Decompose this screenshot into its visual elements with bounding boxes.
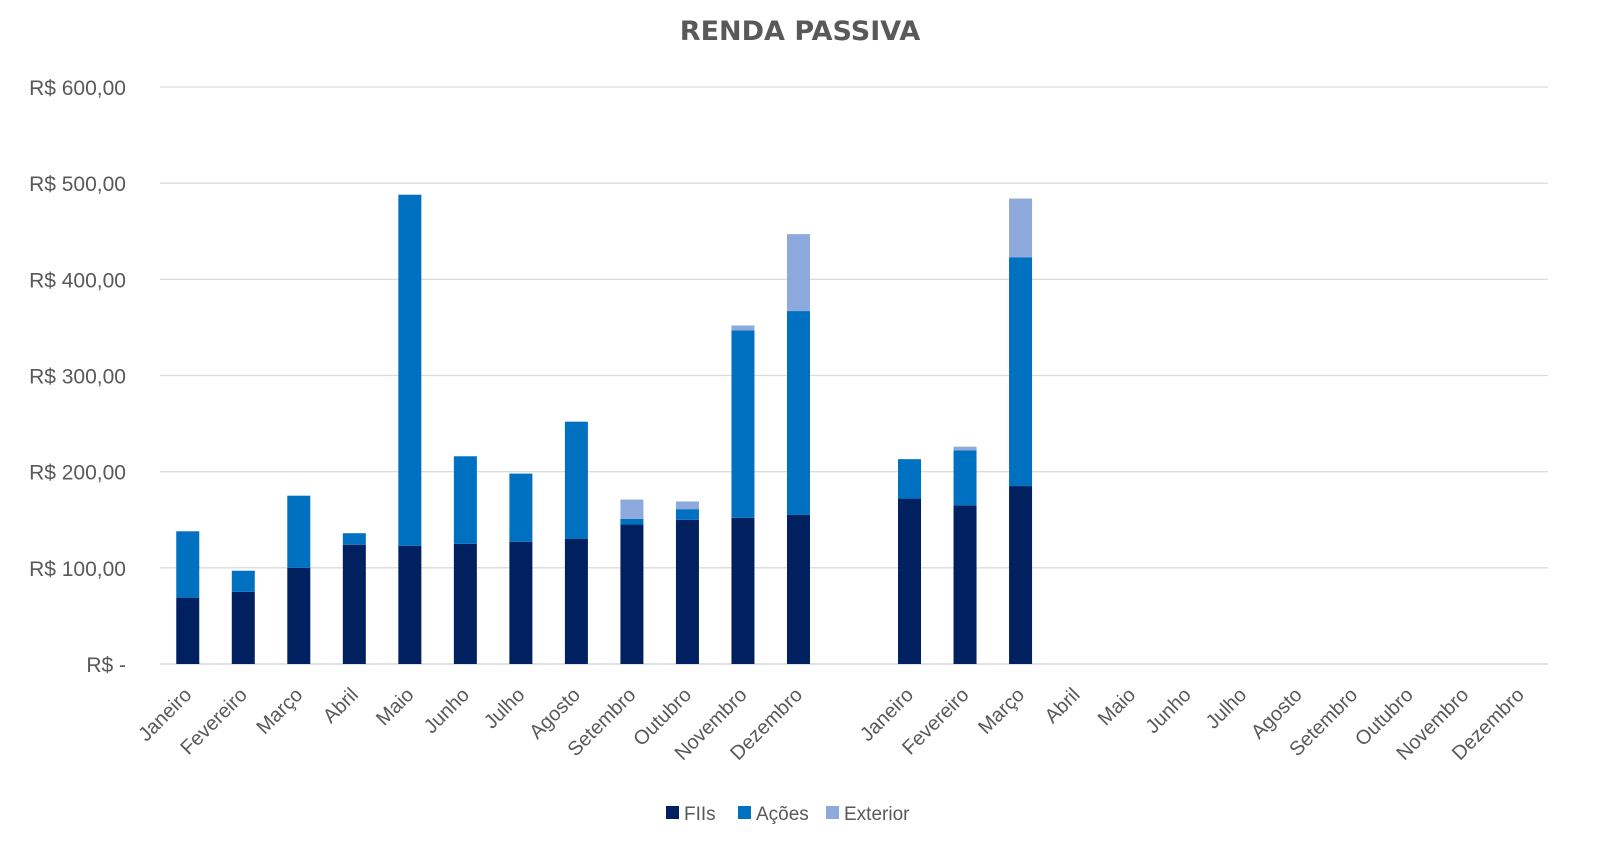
bar-segment-fiis [398,545,422,664]
bar-segment-exterior [1009,198,1033,258]
legend-label: Ações [756,804,809,825]
y-tick-label: R$ 600,00 [29,77,126,100]
bar-segment-a-es [509,473,533,542]
legend-label: FIIs [684,804,716,825]
legend-swatch [826,806,839,819]
x-tick-label: Junho [420,684,474,738]
x-tick-label: Julho [480,684,529,733]
bar-segment-fiis [898,498,922,664]
x-tick-label: Março [252,684,307,739]
bar-segment-a-es [398,194,422,546]
bar-segment-a-es [453,456,477,544]
bar-segment-fiis [342,544,366,664]
bar-segment-fiis [953,505,977,664]
bar-segment-fiis [620,524,644,664]
y-tick-label: R$ 500,00 [29,173,126,196]
legend-swatch [666,806,679,819]
x-tick-label: Maio [1094,684,1140,730]
bar-segment-a-es [675,509,699,520]
bar-segment-exterior [620,499,644,519]
bar-segment-fiis [231,591,255,664]
bar-segment-fiis [176,597,200,664]
bar-segment-a-es [953,450,977,506]
y-tick-label: R$ 200,00 [29,462,126,485]
y-tick-label: R$ 300,00 [29,366,126,389]
gridlines [160,86,1548,665]
x-tick-label: Abril [319,684,363,728]
y-tick-label: R$ - [86,654,126,677]
bar-segment-fiis [675,519,699,664]
y-tick-label: R$ 400,00 [29,269,126,292]
bar-segment-fiis [786,514,810,664]
bar-segment-exterior [786,234,810,312]
bar-segment-fiis [509,541,533,664]
bar-segment-fiis [1009,486,1033,664]
bar-segment-a-es [731,330,755,518]
bars [176,194,1033,664]
bar-segment-a-es [564,421,588,539]
bar-segment-a-es [1009,257,1033,487]
bar-segment-exterior [675,501,699,510]
chart-title: RENDA PASSIVA [679,16,921,47]
legend: FIIs Ações Exterior [666,804,910,825]
bar-segment-fiis [731,517,755,664]
bar-segment-a-es [620,518,644,525]
legend-label: Exterior [844,804,910,825]
bar-segment-a-es [898,459,922,499]
bar-segment-a-es [231,570,255,592]
bar-segment-fiis [287,567,311,664]
x-tick-label: Julho [1202,684,1251,733]
x-tick-label: Junho [1142,684,1196,738]
x-tick-label: Abril [1041,684,1085,728]
y-tick-label: R$ 100,00 [29,558,126,581]
legend-swatch [738,806,751,819]
x-tick-label: Março [974,684,1029,739]
bar-segment-a-es [342,533,366,545]
bar-segment-a-es [786,311,810,515]
x-tick-label: Maio [372,684,418,730]
bar-segment-fiis [564,538,588,664]
bar-segment-exterior [731,325,755,331]
y-axis-ticks: R$ - R$ 100,00 R$ 200,00 R$ 300,00 R$ 400,00… [29,77,126,677]
bar-segment-fiis [453,543,477,664]
bar-segment-exterior [953,446,977,451]
bar-segment-a-es [287,495,311,568]
bar-segment-a-es [176,531,200,598]
